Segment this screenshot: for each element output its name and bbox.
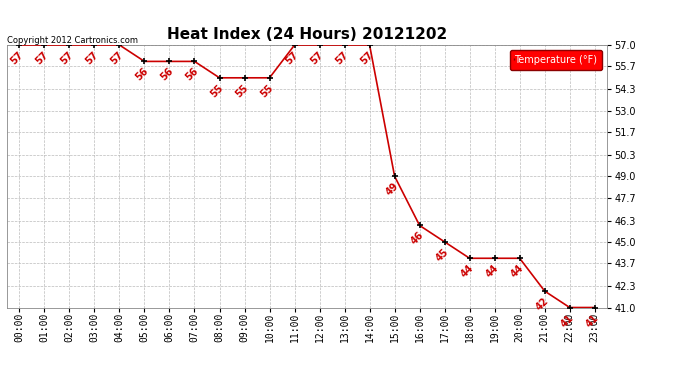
Text: 57: 57	[8, 50, 25, 66]
Text: 55: 55	[208, 82, 225, 99]
Text: 49: 49	[384, 181, 400, 198]
Text: 57: 57	[359, 50, 375, 66]
Text: 57: 57	[284, 50, 300, 66]
Text: 57: 57	[33, 50, 50, 66]
Text: 44: 44	[459, 263, 475, 280]
Text: 56: 56	[159, 66, 175, 83]
Text: 41: 41	[559, 312, 575, 329]
Text: 56: 56	[133, 66, 150, 83]
Text: 44: 44	[484, 263, 500, 280]
Text: 57: 57	[59, 50, 75, 66]
Text: 57: 57	[333, 50, 350, 66]
Text: 41: 41	[584, 312, 600, 329]
Text: 57: 57	[108, 50, 125, 66]
Text: 57: 57	[83, 50, 100, 66]
Text: 42: 42	[533, 296, 550, 312]
Text: 55: 55	[233, 82, 250, 99]
Text: 55: 55	[259, 82, 275, 99]
Text: 57: 57	[308, 50, 325, 66]
Title: Heat Index (24 Hours) 20121202: Heat Index (24 Hours) 20121202	[167, 27, 447, 42]
Text: 44: 44	[509, 263, 525, 280]
Text: 46: 46	[408, 230, 425, 247]
Legend: Temperature (°F): Temperature (°F)	[510, 50, 602, 70]
Text: 56: 56	[184, 66, 200, 83]
Text: Copyright 2012 Cartronics.com: Copyright 2012 Cartronics.com	[7, 36, 138, 45]
Text: 45: 45	[433, 247, 450, 263]
